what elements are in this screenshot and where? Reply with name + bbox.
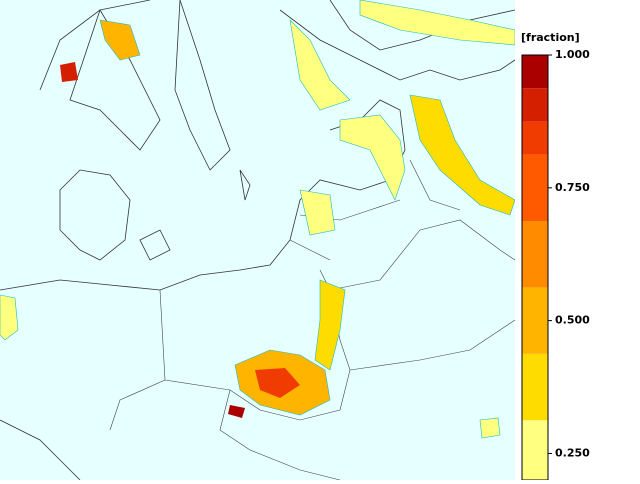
map (0, 0, 516, 481)
field-contours (0, 0, 516, 439)
colorbar-tick-label: 1.000 (555, 48, 590, 61)
colorbar-band (522, 420, 548, 480)
colorbar-band (522, 55, 548, 89)
coastlines (0, 0, 516, 481)
colorbar-title: [fraction] (521, 31, 580, 44)
colorbar-tick-label: 0.750 (555, 181, 590, 194)
colorbar-band (522, 121, 548, 155)
colorbar-band (522, 88, 548, 122)
colorbar-band (522, 353, 548, 421)
colorbar-band (522, 221, 548, 288)
colorbar-tick-label: 0.250 (555, 446, 590, 459)
colorbar-tick-label: 0.500 (555, 314, 590, 327)
colorbar: 1.000 0.750 0.500 0.250 (521, 48, 590, 481)
colorbar-band (522, 154, 548, 222)
colorbar-band (522, 287, 548, 354)
